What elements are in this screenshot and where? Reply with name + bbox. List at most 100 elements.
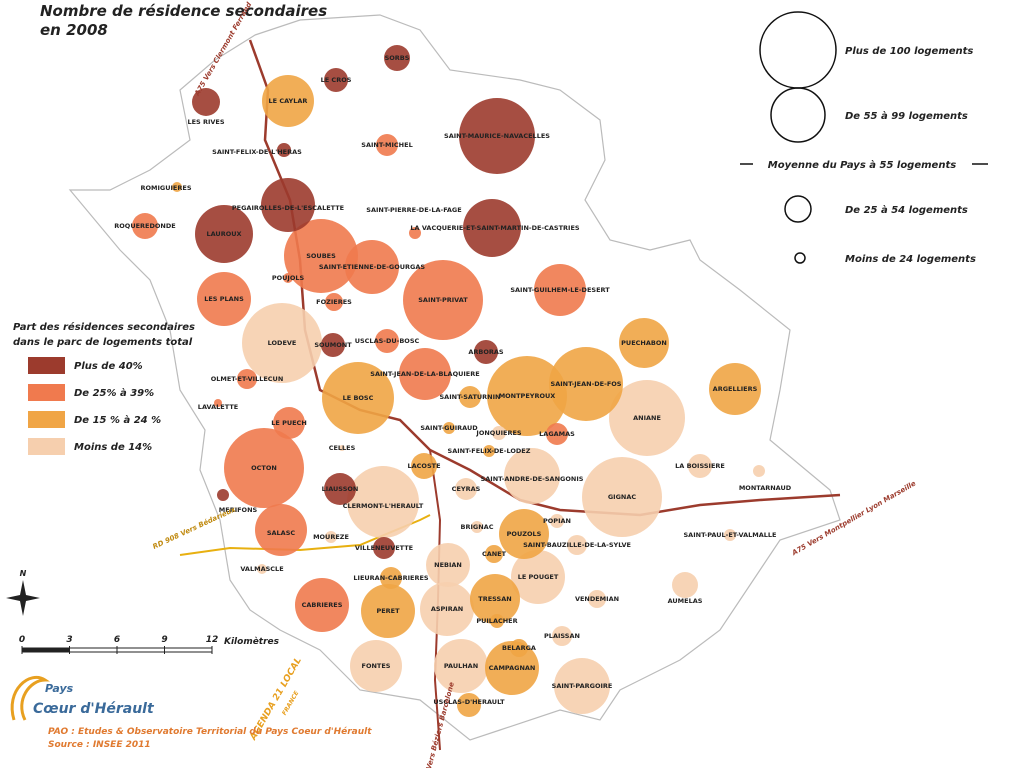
- commune-circle: [546, 423, 568, 445]
- commune-circle: [724, 529, 736, 541]
- commune-label: PEGAIROLLES-DE-L'ESCALETTE: [232, 204, 344, 212]
- commune-label: ARBORAS: [468, 348, 504, 356]
- commune-circle: [409, 227, 421, 239]
- commune-label: SOUMONT: [314, 341, 352, 349]
- commune-label: GIGNAC: [608, 493, 637, 501]
- scale-fill: [22, 648, 70, 652]
- commune-circle: [172, 182, 182, 192]
- commune-label: ANIANE: [633, 414, 661, 422]
- commune-circle: [552, 626, 572, 646]
- commune-label: SAINT-PARGOIRE: [552, 682, 613, 690]
- commune-label: ASPIRAN: [431, 605, 463, 613]
- commune-circle: [284, 219, 358, 293]
- commune-label: SAINT-PAUL-ET-VALMALLE: [684, 531, 777, 539]
- scale-tick-label: 6: [114, 635, 120, 645]
- commune-label: VENDEMIAN: [575, 595, 619, 603]
- commune-circle: [426, 543, 470, 587]
- commune-circle: [277, 143, 291, 157]
- commune-circle: [384, 45, 410, 71]
- size-legend-label: Moyenne du Pays à 55 logements: [768, 159, 956, 171]
- commune-label: PAULHAN: [444, 662, 478, 670]
- commune-label: ARGELLIERS: [713, 385, 758, 393]
- commune-label: CEYRAS: [452, 485, 481, 493]
- commune-circle: [549, 347, 623, 421]
- commune-label: USCLAS-DU-BOSC: [355, 337, 420, 345]
- size-legend-label: De 55 à 99 logements: [845, 110, 968, 122]
- commune-label: PUECHABON: [621, 339, 667, 347]
- commune-circle: [619, 318, 669, 368]
- commune-circle: [443, 422, 455, 434]
- commune-label: SALASC: [267, 529, 296, 537]
- commune-circle: [197, 272, 251, 326]
- scale-tick-label: 9: [161, 635, 167, 645]
- commune-label: POUZOLS: [507, 530, 542, 538]
- commune-label: VILLENEUVETTE: [355, 544, 413, 552]
- commune-circle: [499, 509, 549, 559]
- logo-name: Cœur d'Hérault: [33, 701, 155, 717]
- commune-label: SOUBES: [306, 252, 336, 260]
- commune-circle: [455, 478, 477, 500]
- commune-label: SAINT-BAUZILLE-DE-LA-SYLVE: [523, 541, 631, 549]
- size-legend-label: Plus de 100 logements: [845, 46, 973, 57]
- commune-label: LAGAMAS: [539, 430, 575, 438]
- commune-labels: SORBS LE CROS LE CAYLAR LES RIVES SAINT-MAUR…: [114, 54, 791, 706]
- commune-circle: [582, 457, 662, 537]
- commune-circle: [255, 504, 307, 556]
- commune-circle: [459, 98, 535, 174]
- commune-label: LE CAYLAR: [269, 97, 308, 105]
- commune-label: USCLAS-D'HERAULT: [433, 698, 505, 706]
- commune-label: SAINT-ETIENNE-DE-GOURGAS: [319, 263, 426, 271]
- commune-label: SAINT-MAURICE-NAVACELLES: [444, 132, 550, 140]
- commune-label: LE POUGET: [518, 573, 559, 581]
- commune-circle: [217, 489, 229, 501]
- commune-label: JONQUIERES: [475, 429, 521, 437]
- commune-label: LE BOSC: [343, 394, 374, 402]
- commune-label: POUJOLS: [272, 274, 305, 282]
- commune-circle: [261, 178, 315, 232]
- color-legend-label: Plus de 40%: [74, 361, 143, 372]
- commune-circle: [511, 550, 565, 604]
- scale-tick-label: 0: [19, 635, 25, 645]
- commune-label: SAINT-GUIRAUD: [420, 424, 478, 432]
- commune-circle: [753, 465, 765, 477]
- commune-label: POPIAN: [543, 517, 571, 525]
- commune-label: MONTPEYROUX: [499, 392, 556, 400]
- commune-label: CELLES: [329, 444, 356, 452]
- size-legend-circle: [794, 252, 806, 264]
- commune-label: SAINT-SATURNIN: [440, 393, 501, 401]
- color-legend-label: De 15 % à 24 %: [74, 414, 161, 426]
- commune-label: AUMELAS: [668, 597, 703, 605]
- color-legend-title: dans le parc de logements total: [13, 337, 193, 348]
- color-legend-swatch: [28, 357, 65, 374]
- commune-circle: [534, 264, 586, 316]
- north-arrow: [6, 580, 40, 616]
- commune-label: LODEVE: [268, 339, 297, 347]
- commune-circle: [345, 240, 399, 294]
- commune-label: LAVALETTE: [198, 403, 238, 411]
- commune-label: LE CROS: [321, 76, 352, 84]
- commune-label: FOZIERES: [316, 298, 352, 306]
- commune-circle: [321, 333, 345, 357]
- commune-label: CABRIERES: [302, 601, 343, 609]
- commune-circle: [434, 639, 488, 693]
- commune-circle: [709, 363, 761, 415]
- commune-circle: [380, 567, 402, 589]
- north-label: N: [20, 569, 27, 578]
- color-legend-swatch: [28, 438, 65, 455]
- commune-label: SAINT-GUILHEM-LE-DESERT: [510, 286, 610, 294]
- commune-label: LA BOISSIERE: [675, 462, 725, 470]
- commune-circle: [471, 521, 483, 533]
- commune-label: OCTON: [251, 464, 277, 472]
- commune-label: ROQUEREDONDE: [114, 222, 175, 230]
- commune-circle: [510, 639, 528, 657]
- commune-circle: [324, 68, 348, 92]
- commune-label: MOUREZE: [313, 533, 349, 541]
- commune-circle: [550, 514, 564, 528]
- commune-circle: [375, 329, 399, 353]
- map-title: Nombre de résidence secondaires: [40, 2, 327, 20]
- commune-label: ROMIGUIERES: [140, 184, 191, 192]
- commune-label: NEBIAN: [434, 561, 462, 569]
- color-legend-title: Part des résidences secondaires: [13, 321, 195, 333]
- commune-circle: [237, 369, 257, 389]
- commune-circle: [504, 448, 560, 504]
